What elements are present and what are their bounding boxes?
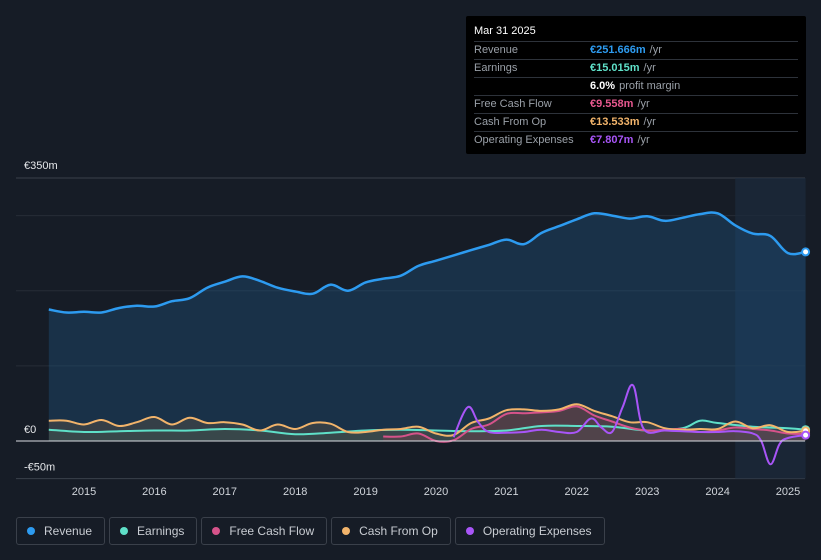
revenue-line (48, 211, 806, 314)
legend-label: Revenue (44, 524, 93, 538)
legend-dot-icon (342, 527, 351, 535)
tooltip-date: Mar 31 2025 (474, 24, 798, 42)
series-fills (48, 212, 806, 442)
tooltip-rows: Revenue €251.666m/yr Earnings €15.015m/yr 6.… (474, 42, 798, 149)
tooltip-row-label (474, 78, 590, 95)
tooltip-row: Revenue €251.666m/yr (474, 42, 798, 60)
x-tick-label: 2023 (635, 486, 659, 498)
tooltip-row-label: Revenue (474, 44, 519, 56)
tooltip-row: Free Cash Flow €9.558m/yr (474, 96, 798, 114)
legend-item-free-cash-flow[interactable]: Free Cash Flow (201, 517, 328, 545)
tooltip-row-value: €15.015m (590, 62, 640, 74)
tooltip-row-value: €9.558m (590, 98, 634, 110)
cash-from-op-area (48, 404, 806, 441)
tooltip-row: 6.0% profit margin (474, 78, 798, 96)
tooltip-row-label: Operating Expenses (474, 134, 574, 146)
series-lines (48, 211, 806, 466)
x-tick-label: 2015 (72, 486, 96, 498)
x-tick-label: 2020 (424, 486, 448, 498)
legend-dot-icon (212, 527, 221, 535)
legend-item-earnings[interactable]: Earnings (109, 517, 198, 545)
x-tick-label: 2019 (353, 486, 377, 498)
y-axis-labels: €350m €0 -€50m (24, 160, 58, 474)
free-cash-flow-line (383, 405, 806, 443)
y-tick-label: €350m (24, 160, 58, 172)
cash-from-op-line (48, 403, 806, 437)
series-end-markers (801, 247, 811, 440)
tooltip-row-unit: profit margin (619, 80, 681, 92)
legend-item-cash-from-op[interactable]: Cash From Op (331, 517, 451, 545)
x-tick-label: 2018 (283, 486, 307, 498)
tooltip-row-value: €251.666m (590, 44, 646, 56)
tooltip-row-value: 6.0% (590, 80, 616, 92)
legend-item-revenue[interactable]: Revenue (16, 517, 106, 545)
x-tick-label: 2025 (776, 486, 800, 498)
tooltip-row-value: €13.533m (590, 116, 640, 128)
chart-legend: Revenue Earnings Free Cash Flow Cash From O… (16, 517, 605, 545)
x-tick-label: 2017 (213, 486, 237, 498)
tooltip-row: Cash From Op €13.533m/yr (474, 114, 798, 132)
tooltip-row: Earnings €15.015m/yr (474, 60, 798, 78)
gridlines (16, 177, 805, 480)
legend-label: Earnings (137, 524, 185, 538)
x-tick-label: 2021 (494, 486, 518, 498)
operating-expenses-end-point (801, 430, 811, 440)
y-tick-label: -€50m (24, 462, 55, 474)
legend-label: Operating Expenses (482, 524, 592, 538)
tooltip-row-unit: /yr (649, 44, 662, 56)
tooltip-row-unit: /yr (643, 62, 656, 74)
x-tick-label: 2016 (142, 486, 166, 498)
tooltip-row-unit: /yr (643, 116, 656, 128)
x-tick-label: 2022 (565, 486, 589, 498)
tooltip-row-unit: /yr (637, 134, 650, 146)
x-axis-labels: 2015 2016 2017 2018 2019 2020 2021 2022 2023 2024… (72, 486, 800, 498)
earnings-line (48, 419, 806, 436)
revenue-area (48, 212, 806, 441)
legend-dot-icon (120, 527, 129, 535)
x-tick-label: 2024 (705, 486, 729, 498)
data-tooltip: Mar 31 2025 Revenue €251.666m/yr Earnings €… (466, 16, 806, 154)
tooltip-row-label: Earnings (474, 62, 518, 74)
tooltip-row-value: €7.807m (590, 134, 634, 146)
tooltip-row-label: Free Cash Flow (474, 98, 552, 110)
tooltip-row: Operating Expenses €7.807m/yr (474, 132, 798, 149)
tooltip-row-label: Cash From Op (474, 116, 547, 128)
legend-item-operating-expenses[interactable]: Operating Expenses (454, 517, 605, 545)
revenue-end-point (801, 247, 811, 257)
operating-expenses-line (452, 383, 806, 466)
y-tick-label: €0 (24, 424, 36, 436)
legend-label: Cash From Op (359, 524, 438, 538)
legend-label: Free Cash Flow (229, 524, 315, 538)
tooltip-row-unit: /yr (637, 98, 650, 110)
legend-dot-icon (465, 527, 474, 535)
legend-dot-icon (27, 527, 35, 535)
